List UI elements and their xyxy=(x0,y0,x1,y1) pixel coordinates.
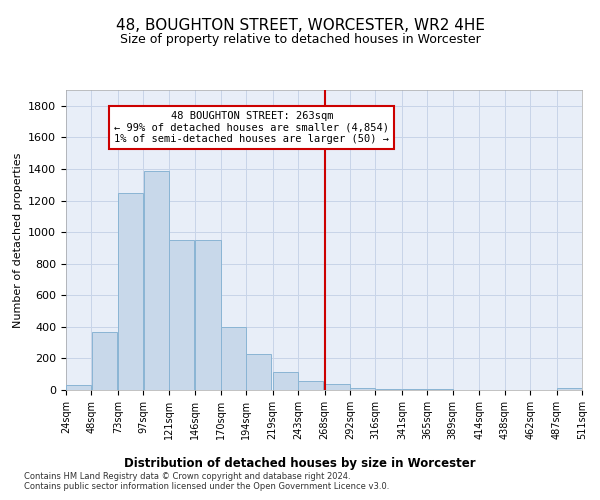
Bar xyxy=(427,389,452,390)
Bar xyxy=(325,384,350,390)
Bar xyxy=(376,389,401,390)
Bar xyxy=(350,388,375,390)
Bar xyxy=(221,327,246,390)
Bar xyxy=(273,372,298,390)
Bar xyxy=(298,380,323,390)
Bar xyxy=(246,354,271,390)
Text: Contains public sector information licensed under the Open Government Licence v3: Contains public sector information licen… xyxy=(24,482,389,491)
Y-axis label: Number of detached properties: Number of detached properties xyxy=(13,152,23,328)
Text: 48 BOUGHTON STREET: 263sqm
← 99% of detached houses are smaller (4,854)
1% of se: 48 BOUGHTON STREET: 263sqm ← 99% of deta… xyxy=(114,111,389,144)
Bar xyxy=(402,389,427,390)
Text: Distribution of detached houses by size in Worcester: Distribution of detached houses by size … xyxy=(124,458,476,470)
Text: Size of property relative to detached houses in Worcester: Size of property relative to detached ho… xyxy=(119,32,481,46)
Text: 48, BOUGHTON STREET, WORCESTER, WR2 4HE: 48, BOUGHTON STREET, WORCESTER, WR2 4HE xyxy=(115,18,485,32)
Bar xyxy=(557,388,582,390)
Bar xyxy=(92,332,116,390)
Bar xyxy=(196,240,221,390)
Bar xyxy=(66,386,91,390)
Bar xyxy=(143,170,169,390)
Bar xyxy=(118,192,143,390)
Bar xyxy=(169,240,194,390)
Text: Contains HM Land Registry data © Crown copyright and database right 2024.: Contains HM Land Registry data © Crown c… xyxy=(24,472,350,481)
